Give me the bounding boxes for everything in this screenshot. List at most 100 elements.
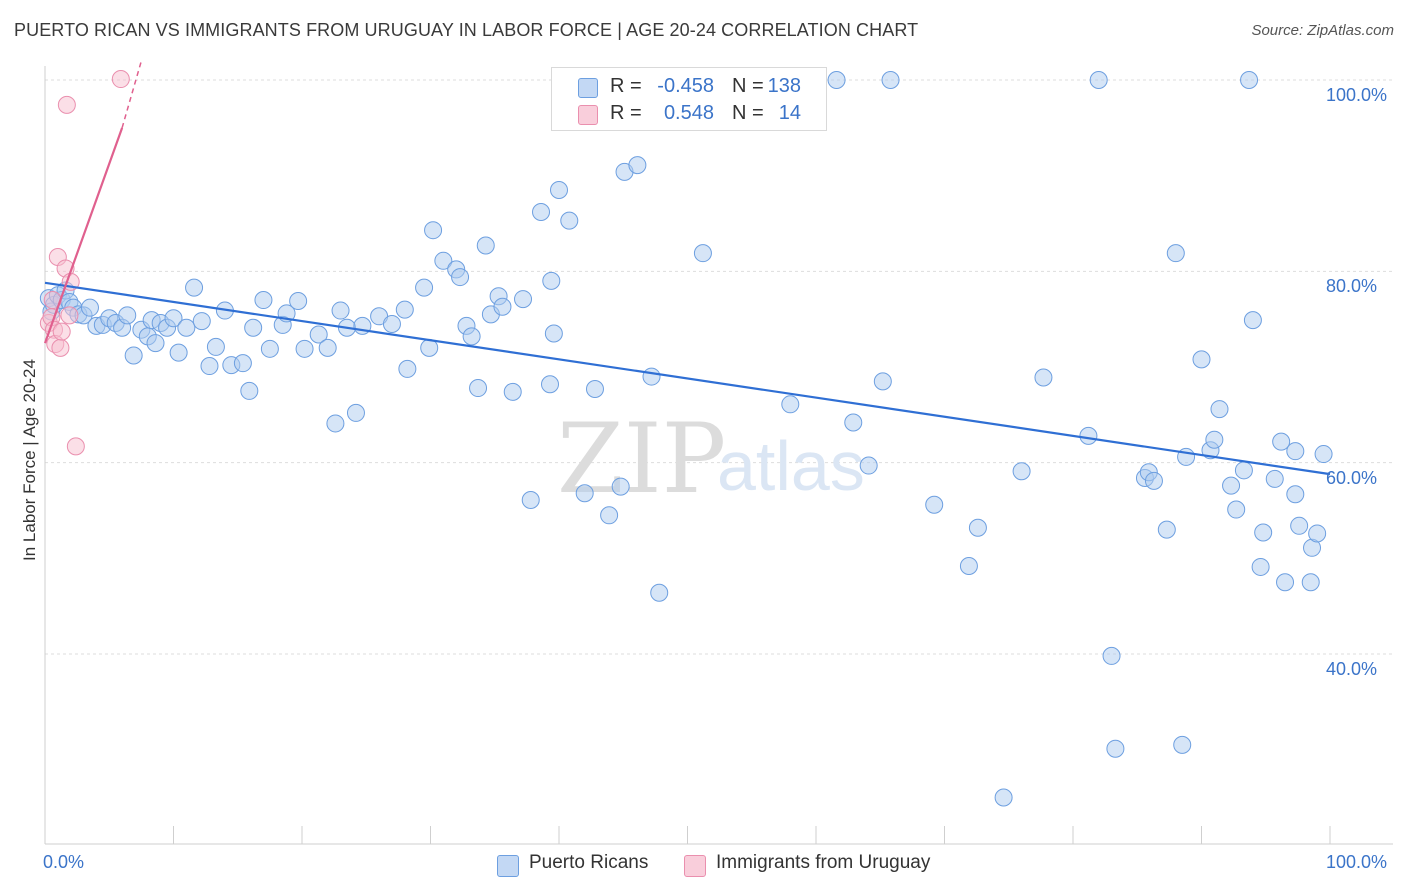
puerto-rican-point [1286, 485, 1305, 504]
puerto-rican-point [309, 325, 328, 344]
puerto-rican-point [451, 268, 470, 287]
puerto-rican-point [968, 518, 987, 537]
puerto-rican-point [1205, 430, 1224, 449]
puerto-rican-point [844, 413, 863, 432]
puerto-rican-point [1240, 71, 1259, 89]
puerto-rican-point [80, 298, 99, 317]
puerto-rican-point [642, 367, 661, 386]
uruguay-point [111, 70, 130, 89]
blue-swatch [578, 78, 598, 98]
puerto-rican-point [346, 403, 365, 422]
puerto-rican-point [959, 556, 978, 575]
puerto-rican-trendline [44, 281, 1331, 476]
legend-label: Puerto Ricans [529, 852, 649, 873]
uruguay-point [57, 95, 76, 114]
puerto-rican-point [206, 337, 225, 356]
puerto-rican-point [192, 312, 211, 331]
y-tick-label: 40.0% [1326, 659, 1378, 679]
puerto-rican-point [1079, 426, 1098, 445]
uruguay-trendline [43, 127, 124, 344]
puerto-rican-point [1034, 368, 1053, 387]
puerto-rican-point [295, 339, 314, 358]
trend-layer [43, 60, 1331, 476]
puerto-rican-point [781, 395, 800, 414]
puerto-rican-point [560, 211, 579, 230]
puerto-rican-point [1301, 573, 1320, 592]
legend-n-label: N = [732, 102, 764, 124]
puerto-rican-point [244, 318, 263, 337]
puerto-rican-point [395, 300, 414, 319]
puerto-rican-point [1276, 573, 1295, 592]
puerto-rican-point [827, 71, 846, 89]
puerto-rican-point [254, 291, 273, 310]
puerto-rican-point [398, 359, 417, 378]
puerto-rican-point [169, 343, 188, 362]
legend-r-label: R = [610, 75, 642, 97]
puerto-rican-point [1144, 471, 1163, 490]
puerto-rican-point [628, 156, 647, 175]
uruguay-point [51, 338, 70, 357]
uruguay-point [60, 306, 79, 325]
puerto-rican-point [177, 318, 196, 337]
puerto-rican-point [318, 338, 337, 357]
puerto-rican-point [544, 324, 563, 343]
puerto-rican-point [493, 297, 512, 316]
puerto-rican-point [611, 477, 630, 496]
x-max-label: 100.0% [1326, 852, 1388, 872]
puerto-rican-point [118, 306, 137, 325]
puerto-rican-point [1012, 462, 1031, 481]
puerto-rican-point [124, 346, 143, 365]
puerto-rican-point [1286, 442, 1305, 461]
puerto-rican-point [185, 278, 204, 297]
grid-layer [45, 79, 1393, 655]
pink-swatch [684, 855, 706, 877]
puerto-rican-point [476, 236, 495, 255]
puerto-rican-point [925, 495, 944, 514]
puerto-rican-point [693, 244, 712, 263]
puerto-rican-point [1243, 311, 1262, 330]
puerto-rican-point [200, 357, 219, 376]
puerto-rican-point [1106, 739, 1125, 758]
uruguay-point [66, 437, 85, 456]
legend-n-label: N = [732, 75, 764, 97]
puerto-rican-point [1308, 524, 1327, 543]
puerto-rican-point [1314, 445, 1333, 464]
puerto-rican-point [521, 490, 540, 509]
puerto-rican-point [462, 327, 481, 346]
puerto-rican-point [1234, 461, 1253, 480]
puerto-rican-point [600, 506, 619, 525]
uruguay-point [52, 322, 71, 341]
puerto-rican-point [881, 71, 900, 89]
puerto-rican-point [469, 379, 488, 398]
puerto-rican-point [1251, 557, 1270, 576]
puerto-rican-point [1089, 71, 1108, 89]
puerto-rican-point [503, 382, 522, 401]
puerto-rican-point [650, 583, 669, 602]
source-label: Source: ZipAtlas.com [1251, 22, 1394, 39]
puerto-rican-point [514, 290, 533, 309]
watermark-atlas: atlas [717, 427, 865, 505]
puerto-rican-point [1157, 520, 1176, 539]
axes-layer [44, 66, 1393, 845]
puerto-rican-point [1173, 735, 1192, 754]
legend-n-value: 14 [778, 102, 801, 124]
puerto-rican-point [532, 203, 551, 222]
puerto-rican-point [585, 380, 604, 399]
puerto-rican-point [1290, 516, 1309, 535]
pink-swatch [578, 105, 598, 125]
puerto-rican-point [424, 221, 443, 240]
puerto-rican-point [260, 339, 279, 358]
puerto-rican-point [873, 372, 892, 391]
puerto-rican-point [1227, 500, 1246, 519]
puerto-rican-point [331, 301, 350, 320]
puerto-rican-point [994, 788, 1013, 807]
stats-legend: R = -0.458 N = 138 R = 0.548 N = 14 [551, 67, 827, 131]
chart-title: PUERTO RICAN VS IMMIGRANTS FROM URUGUAY … [14, 20, 919, 40]
puerto-rican-point [326, 414, 345, 433]
puerto-rican-point [233, 354, 252, 373]
y-axis-label: In Labor Force | Age 20-24 [20, 359, 39, 561]
x-min-label: 0.0% [43, 852, 85, 872]
y-tick-label: 100.0% [1326, 85, 1388, 105]
puerto-rican-point [146, 334, 165, 353]
